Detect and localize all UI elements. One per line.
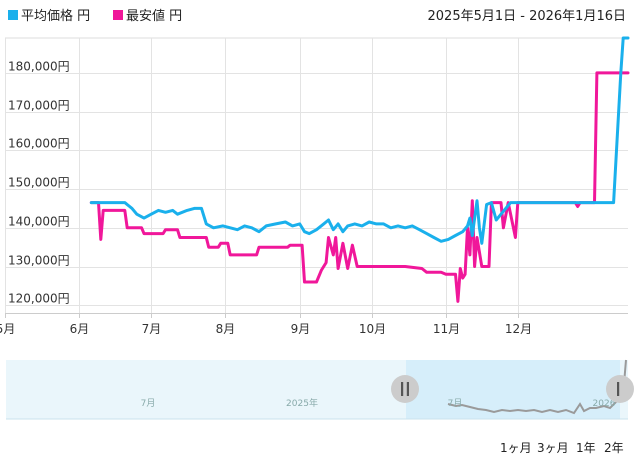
navigator-tick: 7月 <box>448 398 463 409</box>
legend-swatch-lowest <box>113 10 123 20</box>
x-tick-label: 5月 <box>0 322 15 336</box>
y-gridlines <box>5 37 628 306</box>
y-tick-label: 160,000円 <box>8 137 70 151</box>
navigator-selected-range[interactable] <box>406 360 620 419</box>
range-button-3-months[interactable]: 3ヶ月 <box>537 441 569 455</box>
x-tick-label: 9月 <box>291 322 311 336</box>
x-tick-label: 12月 <box>505 322 532 336</box>
navigator-series-preview <box>447 359 627 415</box>
x-axis-ticks: 5月 6月 7月 8月 9月 10月 11月 12月 <box>0 322 532 336</box>
pause-bars-icon <box>617 382 620 396</box>
pause-bars-icon <box>401 382 409 396</box>
x-tick-label: 6月 <box>70 322 90 336</box>
x-tick-label: 10月 <box>359 322 386 336</box>
navigator-right-handle[interactable] <box>606 375 634 403</box>
navigator[interactable]: 7月 2025年 7月 2026 <box>6 359 634 420</box>
navigator-tick: 7月 <box>141 398 156 409</box>
legend-label-average: 平均価格 円 <box>21 8 90 24</box>
legend-swatch-average <box>8 10 18 20</box>
y-tick-label: 150,000円 <box>8 176 70 190</box>
series-line-lowest-price <box>89 71 630 303</box>
y-tick-label: 130,000円 <box>8 254 70 268</box>
legend: 平均価格 円 最安値 円 <box>8 8 182 24</box>
date-range-label: 2025年5月1日 - 2026年1月16日 <box>428 9 626 24</box>
y-axis-ticks: 120,000円 130,000円 140,000円 150,000円 160,000円… <box>8 60 70 306</box>
handle-circle <box>606 375 634 403</box>
legend-label-lowest: 最安値 円 <box>126 8 182 24</box>
x-tick-label: 8月 <box>216 322 236 336</box>
navigator-left-handle[interactable] <box>391 375 419 403</box>
legend-item-lowest[interactable]: 最安値 円 <box>113 8 182 24</box>
y-tick-label: 180,000円 <box>8 60 70 74</box>
series-lines <box>89 36 630 303</box>
navigator-tick: 2025年 <box>286 397 318 409</box>
x-gridlines <box>5 38 628 318</box>
y-tick-label: 170,000円 <box>8 99 70 113</box>
legend-item-average[interactable]: 平均価格 円 <box>8 8 90 24</box>
navigator-tick: 2026 <box>593 399 616 409</box>
range-selector: 1ヶ月 3ヶ月 1年 2年 <box>500 441 624 455</box>
range-button-1-year[interactable]: 1年 <box>576 441 596 455</box>
y-tick-label: 140,000円 <box>8 215 70 229</box>
range-button-2-years[interactable]: 2年 <box>604 441 624 455</box>
x-tick-label: 7月 <box>142 322 162 336</box>
range-button-1-month[interactable]: 1ヶ月 <box>500 441 532 455</box>
series-line-average-price <box>89 36 630 245</box>
handle-circle <box>391 375 419 403</box>
x-tick-label: 11月 <box>433 322 460 336</box>
y-tick-label: 120,000円 <box>8 292 70 306</box>
